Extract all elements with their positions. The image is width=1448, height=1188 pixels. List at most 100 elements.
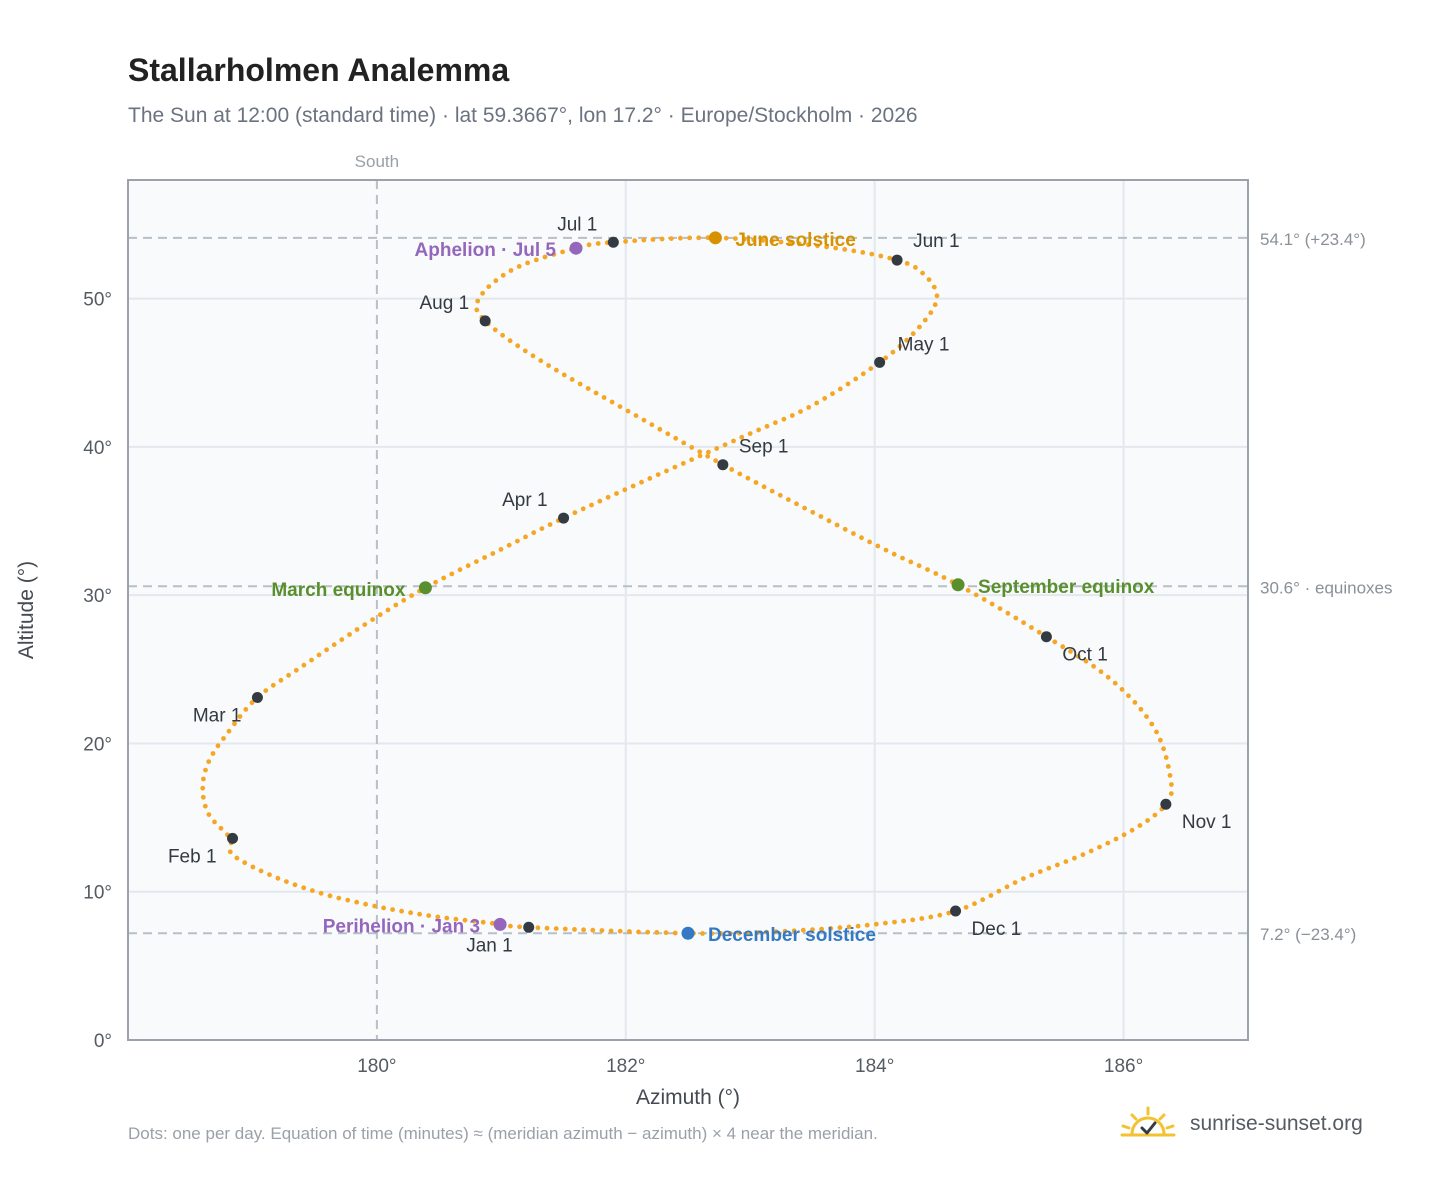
x-axis-label: Azimuth (°) — [636, 1086, 740, 1109]
daily-dot — [897, 343, 903, 349]
brand[interactable]: sunrise-sunset.org — [1120, 1104, 1363, 1144]
daily-dot — [746, 930, 751, 936]
daily-dot — [700, 931, 705, 936]
month-marker — [479, 315, 491, 327]
daily-dot — [1145, 818, 1150, 823]
daily-dot — [609, 399, 615, 405]
daily-dot — [475, 298, 481, 304]
daily-dot — [868, 366, 874, 371]
daily-dot — [673, 435, 679, 441]
daily-dot — [989, 601, 995, 607]
daily-dot — [919, 916, 925, 921]
daily-dot — [890, 349, 896, 355]
daily-dot — [572, 927, 577, 932]
daily-dot — [399, 908, 404, 914]
daily-dot — [601, 395, 607, 400]
daily-dot — [665, 431, 671, 437]
brand-name[interactable]: sunrise-sunset.org — [1190, 1112, 1363, 1135]
daily-dot — [293, 667, 299, 673]
daily-dot — [731, 438, 736, 444]
daily-dot — [417, 911, 422, 917]
daily-dot — [1144, 714, 1149, 719]
daily-dot — [925, 567, 930, 572]
daily-dot — [1112, 680, 1118, 686]
daily-dot — [1152, 812, 1158, 818]
daily-dot — [226, 728, 232, 734]
daily-dot — [729, 467, 735, 472]
month-label: Mar 1 — [193, 705, 242, 726]
event-markers: March equinox September equinox June solst… — [271, 230, 1154, 946]
daily-dot — [837, 386, 843, 392]
daily-dot — [1075, 653, 1081, 659]
month-marker — [874, 356, 886, 368]
daily-dot — [1098, 669, 1104, 675]
daily-dot — [267, 872, 272, 878]
daily-dot — [860, 250, 866, 255]
x-tick-label: 182° — [606, 1056, 645, 1077]
daily-dot — [781, 416, 787, 422]
month-label: Jun 1 — [913, 231, 959, 252]
daily-dot — [200, 794, 206, 800]
daily-dot — [401, 597, 407, 603]
daily-dot — [705, 453, 711, 459]
daily-dot — [851, 248, 857, 254]
daily-dot — [756, 427, 761, 433]
daily-dot — [996, 888, 1002, 894]
month-label: Jan 1 — [466, 935, 512, 956]
month-marker — [523, 921, 535, 933]
daily-dot — [581, 927, 586, 933]
month-label: Sep 1 — [739, 437, 789, 458]
daily-dot — [589, 502, 594, 508]
reference-line-label: 7.2° (−23.4°) — [1260, 925, 1356, 944]
daily-dot — [859, 535, 864, 541]
daily-dot — [659, 236, 665, 242]
daily-dot — [1037, 869, 1043, 874]
daily-dot — [215, 743, 221, 749]
daily-dot — [474, 307, 480, 313]
daily-dot — [973, 592, 979, 598]
event-label: Perihelion · Jan 3 — [323, 916, 480, 937]
daily-dot — [270, 682, 276, 688]
daily-dot — [362, 622, 368, 627]
daily-dot — [1021, 876, 1026, 881]
daily-dot — [572, 510, 578, 516]
daily-dot — [1013, 615, 1019, 621]
daily-dot — [883, 547, 889, 553]
daily-dot — [599, 928, 605, 933]
daily-dot — [760, 238, 766, 243]
daily-dot — [393, 602, 399, 608]
daily-dot — [761, 484, 767, 490]
daily-dot — [331, 642, 337, 648]
daily-dot — [284, 879, 289, 884]
daily-dot — [585, 386, 591, 391]
daily-dot — [910, 917, 916, 923]
daily-dot — [988, 893, 994, 898]
month-markers: Jan 1 Feb 1 Mar 1 Apr 1 May 1 Jun 1 Jul 1 Aug 1… — [168, 214, 1232, 956]
daily-dot — [904, 261, 910, 266]
event-marker — [681, 926, 695, 940]
daily-dot — [471, 918, 477, 924]
daily-dot — [853, 376, 859, 382]
daily-dot — [641, 417, 647, 423]
daily-dot — [1055, 862, 1060, 868]
daily-dot — [922, 317, 928, 323]
daily-dot — [632, 238, 638, 244]
daily-dot — [492, 327, 498, 333]
daily-dot — [769, 488, 775, 494]
daily-dot — [498, 547, 504, 552]
daily-dot — [605, 494, 611, 500]
daily-dot — [370, 617, 375, 622]
y-tick-label: 0° — [94, 1031, 112, 1052]
daily-dot — [722, 442, 728, 448]
y-axis-label: Altitude (°) — [15, 561, 38, 659]
plot-area — [128, 180, 1248, 1040]
daily-dot — [1154, 729, 1159, 735]
month-label: Aug 1 — [419, 293, 469, 314]
daily-dot — [486, 284, 492, 289]
daily-dot — [873, 921, 879, 927]
daily-dot — [928, 310, 934, 316]
daily-dot — [706, 449, 711, 455]
daily-dot — [608, 928, 614, 934]
daily-dot — [390, 907, 395, 912]
